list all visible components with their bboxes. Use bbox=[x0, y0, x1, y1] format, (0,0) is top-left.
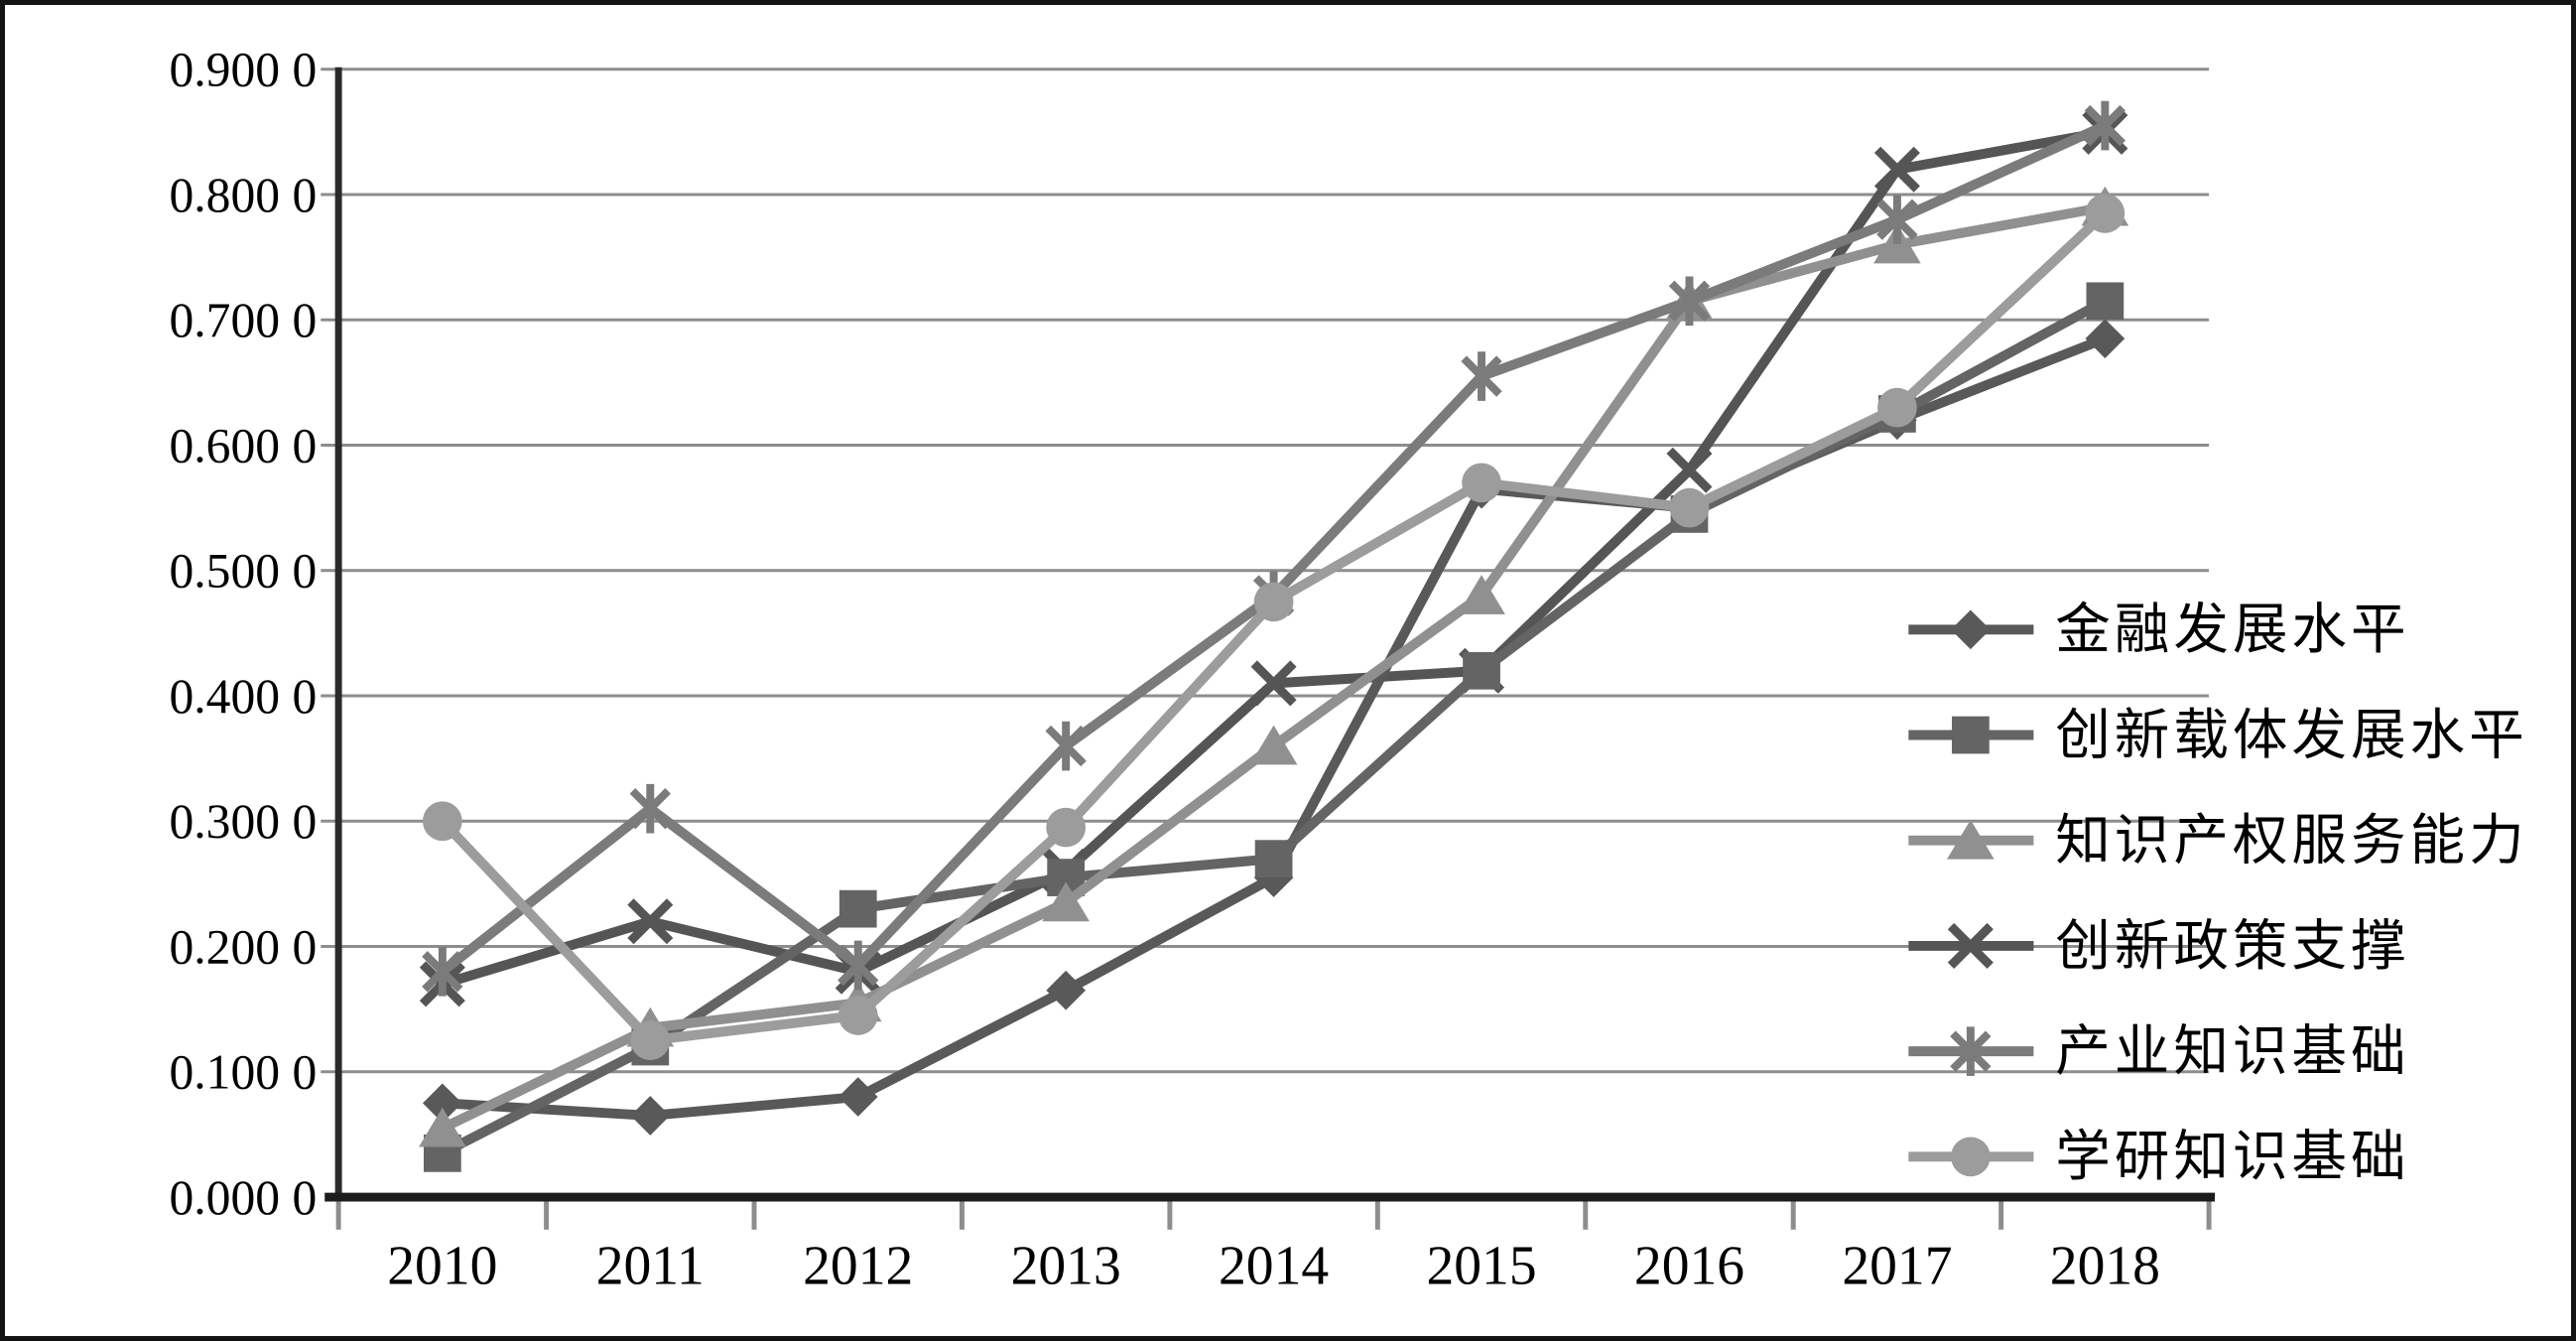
legend-label: 学研知识基础 bbox=[2055, 1127, 2409, 1188]
triangle-marker bbox=[1042, 881, 1090, 922]
series-triangle bbox=[419, 186, 2129, 1147]
legend-label: 创新政策支撑 bbox=[2055, 916, 2409, 978]
triangle-marker bbox=[419, 1107, 466, 1147]
x-tick-label: 2011 bbox=[596, 1235, 705, 1296]
legend-label: 创新载体发展水平 bbox=[2055, 705, 2527, 766]
y-tick-label: 0.900 0 bbox=[169, 43, 317, 97]
legend-item: 学研知识基础 bbox=[1908, 1127, 2409, 1188]
circle-marker bbox=[1253, 582, 1294, 622]
circle-marker bbox=[1669, 487, 1710, 528]
x-tick-label: 2018 bbox=[2050, 1235, 2160, 1296]
x-marker bbox=[627, 898, 674, 945]
asterisk-marker bbox=[1461, 351, 1502, 401]
legend-item: 知识产权服务能力 bbox=[1908, 811, 2527, 872]
x-tick-label: 2015 bbox=[1426, 1235, 1536, 1296]
diamond-marker bbox=[2085, 319, 2125, 359]
x-tick-label: 2014 bbox=[1219, 1235, 1329, 1296]
legend-item: 金融发展水平 bbox=[1908, 600, 2409, 661]
legend-item: 创新政策支撑 bbox=[1908, 916, 2409, 978]
y-tick-label: 0.500 0 bbox=[169, 544, 317, 599]
diamond-marker bbox=[423, 1083, 462, 1124]
x-axis-labels: 2010 2011 2012 2013 2014 2015 2016 2017 2018 bbox=[387, 1235, 2160, 1296]
legend-item: 产业知识基础 bbox=[1908, 1021, 2409, 1083]
gridlines bbox=[321, 67, 2210, 1074]
y-tick-label: 0.600 0 bbox=[169, 418, 317, 472]
diamond-marker bbox=[1046, 970, 1087, 1010]
legend-diamond-icon bbox=[1951, 609, 1991, 650]
asterisk-marker bbox=[629, 783, 671, 834]
y-tick-label: 0.400 0 bbox=[169, 669, 317, 724]
circle-marker bbox=[2085, 194, 2125, 233]
x-marker bbox=[1873, 146, 1920, 193]
series-circle bbox=[423, 194, 2125, 1061]
diamond-marker bbox=[630, 1096, 671, 1136]
legend-square-icon bbox=[1952, 716, 1990, 754]
triangle-marker bbox=[1249, 725, 1298, 765]
circle-marker bbox=[630, 1020, 671, 1061]
x-tick-label: 2010 bbox=[387, 1235, 497, 1296]
y-tick-label: 0.000 0 bbox=[169, 1170, 317, 1225]
asterisk-marker bbox=[1876, 195, 1918, 245]
legend-x-icon bbox=[1947, 922, 1994, 969]
x-tick-label: 2012 bbox=[803, 1235, 913, 1296]
asterisk-marker bbox=[422, 946, 463, 997]
diamond-marker bbox=[837, 1077, 878, 1117]
legend-label: 产业知识基础 bbox=[2055, 1021, 2409, 1083]
series-line bbox=[439, 209, 2109, 1046]
square-marker bbox=[1254, 840, 1293, 878]
line-chart-svg: 0.000 0 0.100 0 0.200 0 0.300 0 0.400 0 0.500… bbox=[169, 43, 2527, 1297]
circle-marker bbox=[1877, 387, 1917, 428]
y-tick-label: 0.800 0 bbox=[169, 168, 317, 222]
square-marker bbox=[838, 889, 877, 928]
x-axis-ticks bbox=[335, 1197, 2212, 1230]
asterisk-marker bbox=[1045, 721, 1087, 771]
x-tick-label: 2017 bbox=[1842, 1235, 1952, 1296]
x-marker bbox=[1666, 447, 1713, 493]
circle-marker bbox=[837, 996, 878, 1035]
legend-triangle-icon bbox=[1947, 819, 1995, 860]
y-axis-labels: 0.000 0 0.100 0 0.200 0 0.300 0 0.400 0 0.500… bbox=[169, 43, 317, 1225]
square-marker bbox=[1463, 651, 1500, 690]
asterisk-marker bbox=[837, 940, 879, 991]
x-marker bbox=[1250, 660, 1297, 707]
circle-marker bbox=[1462, 463, 1501, 503]
series-line bbox=[440, 201, 2107, 1134]
legend-asterisk-icon bbox=[1950, 1026, 1992, 1076]
legend-label: 金融发展水平 bbox=[2055, 600, 2409, 661]
x-tick-label: 2013 bbox=[1011, 1235, 1121, 1296]
circle-marker bbox=[1046, 807, 1087, 848]
y-tick-label: 0.700 0 bbox=[169, 293, 317, 347]
legend-label: 知识产权服务能力 bbox=[2055, 811, 2527, 872]
circle-marker bbox=[423, 801, 462, 842]
y-tick-label: 0.200 0 bbox=[169, 919, 317, 974]
y-tick-label: 0.300 0 bbox=[169, 794, 317, 849]
triangle-marker bbox=[1458, 575, 1505, 614]
square-marker bbox=[2086, 282, 2125, 321]
legend-circle-icon bbox=[1951, 1137, 1991, 1177]
x-tick-label: 2016 bbox=[1634, 1235, 1744, 1296]
legend-item: 创新载体发展水平 bbox=[1908, 705, 2527, 766]
y-tick-label: 0.100 0 bbox=[169, 1045, 317, 1100]
asterisk-marker bbox=[2084, 100, 2126, 151]
asterisk-marker bbox=[1668, 276, 1711, 327]
